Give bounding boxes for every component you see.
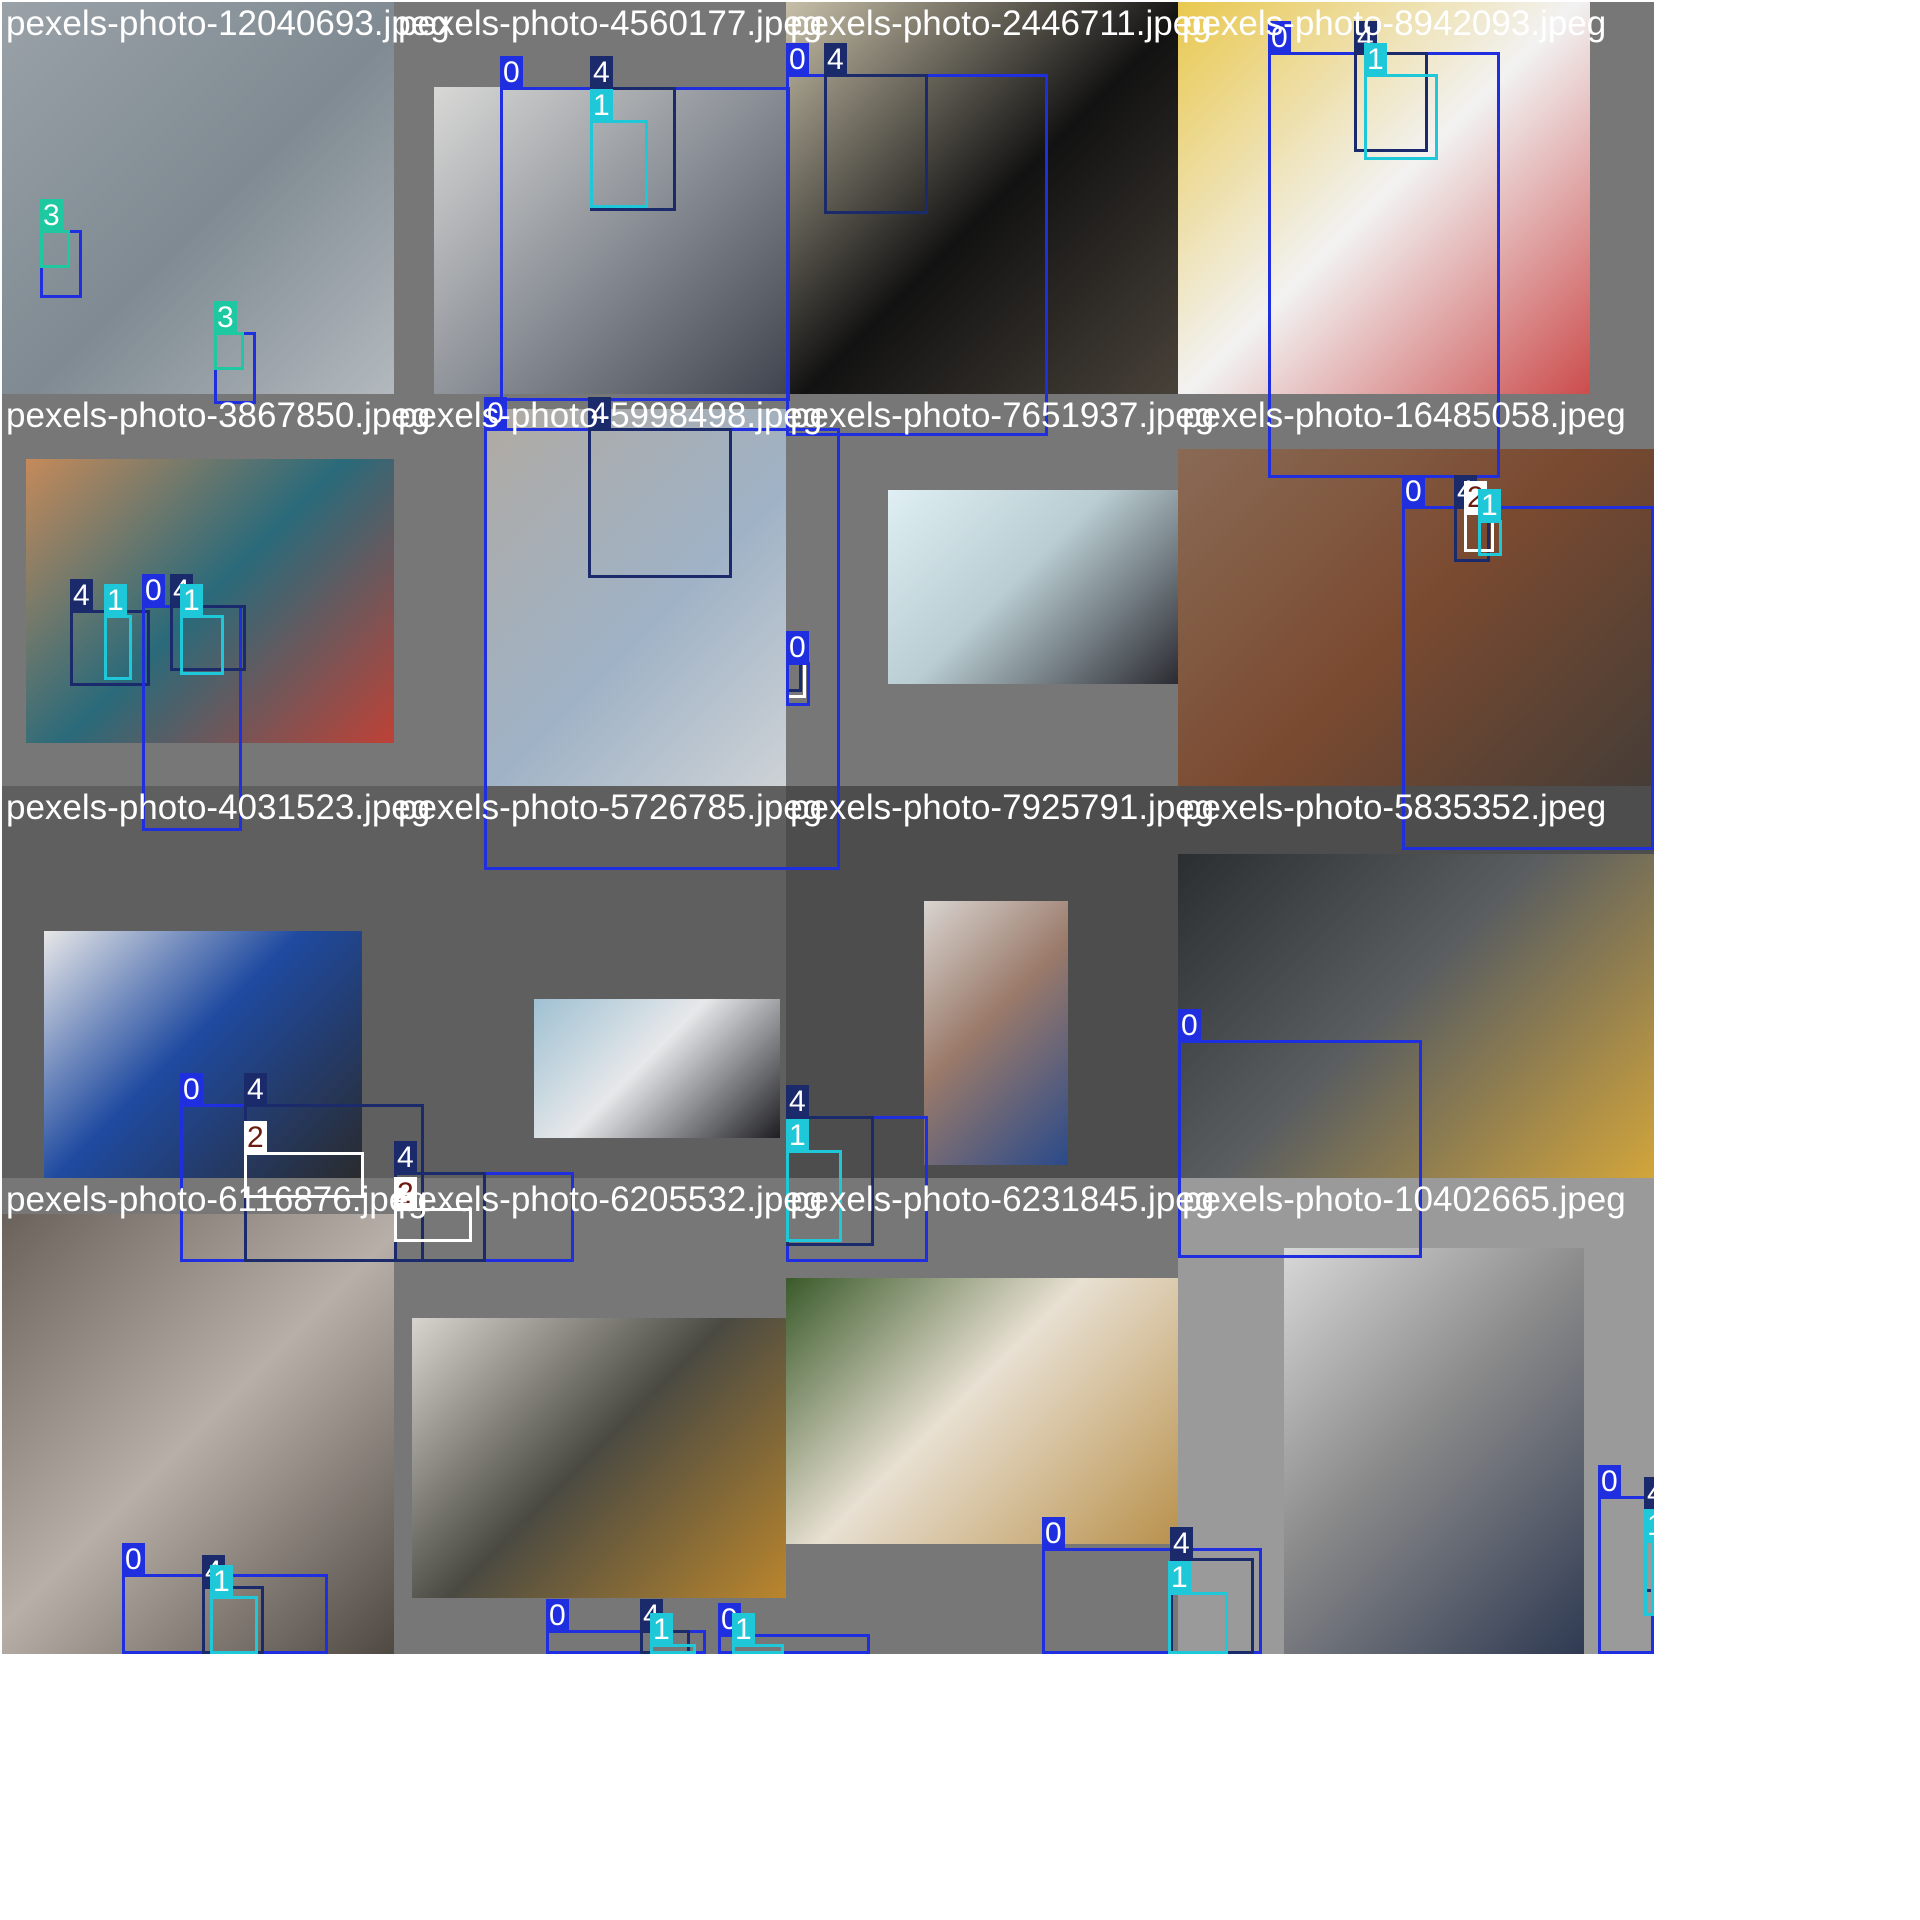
detection-class-label: 4 [1170,1527,1193,1561]
detection-box: 3 [40,199,70,268]
detection-class-label: 0 [180,1073,203,1107]
tile-filename: pexels-photo-4560177.jpeg [398,4,823,43]
detection-box: 2 [394,1177,472,1242]
detection-box: 4 [588,397,732,578]
tile-filename: pexels-photo-6205532.jpeg [398,1180,823,1219]
detection-box: 1 [1364,43,1438,160]
tile-photo [534,999,780,1138]
detection-class-label: 1 [1168,1561,1191,1595]
detection-box: 0 [546,1599,706,1654]
tile-photo [1284,1248,1584,1654]
detection-class-label: 4 [394,1141,417,1175]
detection-box: 1 [786,1119,842,1242]
detection-box: 0 [142,574,242,831]
tile-filename: pexels-photo-3867850.jpeg [6,396,431,435]
detection-class-label: 0 [1598,1465,1621,1499]
detection-class-label: 1 [210,1565,233,1599]
tile-filename: pexels-photo-6116876.jpeg [6,1180,428,1219]
detection-box: 0 [1402,475,1654,850]
detection-box: 1 [104,584,132,680]
detection-box: 1 [1168,1561,1228,1654]
tile-filename: pexels-photo-10402665.jpeg [1182,1180,1626,1219]
detection-class-label: 0 [484,397,507,431]
detection-box: 3 [214,301,244,370]
detection-class-label: 1 [732,1613,755,1647]
detection-box: 4 [590,56,676,211]
detection-box: 1 [180,584,224,675]
detection-box: 1 [590,89,648,208]
detection-class-label: 2 [394,1177,417,1211]
detection-class-label: 4 [590,56,613,90]
tile-filename: pexels-photo-12040693.jpeg [6,4,450,43]
tile-filename: pexels-photo-8942093.jpeg [1182,4,1607,43]
detection-box: 1 [1644,1509,1654,1616]
detection-class-label: 4 [786,1085,809,1119]
detection-class-label: 1 [180,584,203,618]
tile-filename: pexels-photo-5998498.jpeg [398,396,823,435]
detection-class-label: 4 [824,43,847,77]
detection-class-label: 0 [1268,21,1291,55]
detection-box: 4 [824,43,928,214]
tile-filename: pexels-photo-16485058.jpeg [1182,396,1626,435]
detection-class-label: 4 [70,579,93,613]
detection-class-label: 0 [500,56,523,90]
detection-class-label: 1 [1644,1509,1654,1543]
detection-class-label: 3 [40,199,63,233]
detection-class-label: 4 [244,1073,267,1107]
mosaic-tile: pexels-photo-16485058.jpeg0421 [1178,394,1654,870]
detection-box: 1 [1478,489,1502,556]
tile-filename: pexels-photo-5835352.jpeg [1182,788,1607,827]
detection-class-label: 1 [650,1613,673,1647]
mosaic-tile: pexels-photo-5835352.jpeg 0 [1178,786,1654,1262]
tile-filename: pexels-photo-6231845.jpeg [790,1180,1215,1219]
tile-photo [44,931,362,1185]
detection-class-label: 1 [590,89,613,123]
tile-photo [888,490,1180,684]
detection-class-label: 0 [786,43,809,77]
detection-class-label: 0 [122,1543,145,1577]
detection-class-label: 0 [546,1599,569,1633]
detection-box: 0 [786,631,810,706]
tile-photo [924,901,1068,1165]
detection-class-label: 0 [1402,475,1425,509]
tile-filename: pexels-photo-4031523.jpeg [6,788,431,827]
tile-filename: pexels-photo-7651937.jpeg [790,396,1215,435]
detection-class-label: 0 [1178,1009,1201,1043]
detection-box: 0 [1042,1517,1262,1654]
detection-box: 1 [210,1565,258,1654]
detection-class-label: 4 [588,397,611,431]
detection-class-label: 1 [104,584,127,618]
tile-filename: pexels-photo-7925791.jpeg [790,788,1215,827]
tile-photo [1178,854,1654,1194]
tile-photo [786,1278,1182,1544]
detection-box: 0 [1178,1009,1422,1258]
detection-class-label: 1 [1364,43,1387,77]
tile-filename: pexels-photo-5726785.jpeg [398,788,823,827]
detection-class-label: 0 [142,574,165,608]
detection-box: 1 [732,1613,784,1654]
detection-class-label: 3 [214,301,237,335]
detection-box: 4 [1354,21,1428,152]
tile-filename: pexels-photo-2446711.jpeg [790,4,1212,43]
detection-class-label: 4 [1644,1477,1654,1511]
detection-class-label: 1 [786,1119,809,1153]
detection-class-label: 0 [786,631,809,665]
detection-class-label: 2 [244,1121,267,1155]
detection-box: 1 [650,1613,696,1654]
detection-box: 2 [244,1121,364,1198]
tile-photo [412,1318,832,1598]
detection-class-label: 0 [1042,1517,1065,1551]
detection-class-label: 1 [1478,489,1501,523]
